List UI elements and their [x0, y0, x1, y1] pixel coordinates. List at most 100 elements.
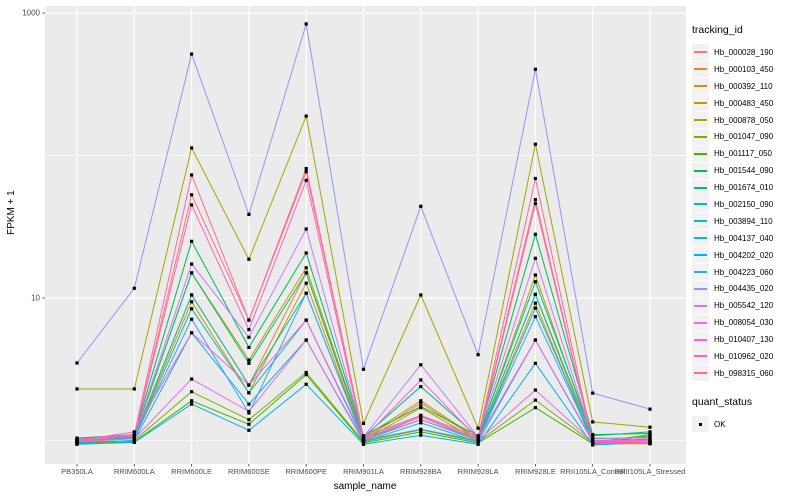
legend-item-label: Hb_098315_060	[714, 368, 774, 378]
data-point	[132, 437, 136, 441]
data-point	[476, 426, 480, 430]
legend-item-label: OK	[714, 419, 726, 429]
legend: tracking_id Hb_000028_190 Hb_000103_450 Hb…	[692, 24, 798, 433]
data-point	[75, 387, 79, 391]
x-tick-label: RRIM600SE	[228, 467, 270, 476]
data-point	[132, 430, 136, 434]
line-swatch-icon	[694, 304, 707, 307]
data-point	[648, 434, 652, 438]
legend-key-swatch	[692, 95, 709, 112]
data-point	[533, 301, 537, 305]
data-point	[419, 384, 423, 389]
x-tick-label: RRII105LA_Stressed	[615, 467, 685, 476]
data-point	[419, 427, 423, 431]
data-point	[132, 433, 136, 437]
data-point	[591, 434, 595, 438]
legend-item-label: Hb_004137_040	[714, 233, 774, 243]
data-point	[648, 436, 652, 440]
data-point	[304, 382, 308, 386]
data-point	[190, 377, 194, 381]
data-point	[247, 361, 251, 365]
legend-key-swatch	[692, 264, 709, 281]
data-point	[533, 406, 537, 410]
line-swatch-icon	[694, 254, 707, 257]
legend-item-label: Hb_001544_090	[714, 166, 774, 176]
data-point	[419, 433, 423, 437]
data-point	[75, 361, 79, 365]
data-point	[247, 409, 251, 414]
legend-item-label: Hb_005542_120	[714, 301, 774, 311]
data-point	[533, 280, 537, 284]
data-point	[304, 251, 308, 255]
legend-item: Hb_000103_450	[692, 61, 798, 78]
data-point	[533, 232, 537, 236]
data-point	[533, 67, 537, 71]
data-point	[75, 438, 79, 442]
data-point	[533, 398, 537, 402]
legend-item: Hb_001544_090	[692, 162, 798, 179]
legend-key-swatch	[692, 247, 709, 264]
data-point	[247, 328, 251, 332]
line-swatch-icon	[694, 220, 707, 223]
data-point	[419, 204, 423, 208]
legend-item-label: Hb_000103_450	[714, 64, 774, 74]
legend-item-label: Hb_000028_190	[714, 47, 774, 57]
x-tick-label: RRIM600PE	[285, 467, 327, 476]
x-tick-label: RRIM928LA	[458, 467, 499, 476]
data-point	[247, 212, 251, 217]
data-point	[533, 306, 537, 310]
line-swatch-icon	[694, 152, 707, 155]
data-point	[533, 361, 537, 365]
data-point	[533, 176, 537, 181]
data-point	[533, 201, 537, 206]
data-point	[304, 338, 308, 342]
line-swatch-icon	[694, 119, 707, 121]
data-point	[476, 437, 480, 441]
legend-item: Hb_004202_020	[692, 247, 798, 264]
data-point	[190, 193, 194, 197]
data-point	[361, 442, 366, 446]
data-point	[419, 413, 423, 418]
data-point	[75, 442, 79, 446]
legend-item-label: Hb_008054_030	[714, 318, 774, 328]
data-point	[591, 391, 595, 395]
legend-item: Hb_000483_450	[692, 95, 798, 112]
line-swatch-icon	[694, 237, 707, 240]
x-tick-label: RRIM901LA	[343, 467, 384, 476]
legend-item-label: Hb_000483_450	[714, 98, 774, 108]
y-axis-title: FPKM + 1	[6, 190, 17, 235]
line-swatch-icon	[694, 68, 707, 71]
data-point	[533, 338, 537, 342]
legend-items: Hb_000028_190 Hb_000103_450 Hb_000392_110 H…	[692, 44, 798, 382]
data-point	[304, 22, 308, 26]
legend-item: Hb_010407_130	[692, 331, 798, 348]
y-tick-label: 1000	[22, 9, 40, 18]
legend-item-label: Hb_010407_130	[714, 335, 774, 345]
data-point	[190, 317, 194, 321]
data-point	[190, 390, 194, 394]
legend-key-swatch	[692, 162, 709, 179]
data-point	[648, 425, 652, 429]
data-point	[533, 315, 537, 319]
line-swatch-icon	[694, 51, 707, 54]
line-swatch-icon	[694, 135, 707, 138]
legend-key-swatch	[692, 213, 709, 230]
data-point	[304, 373, 308, 377]
data-point	[533, 388, 537, 392]
data-point	[132, 286, 136, 290]
line-swatch-icon	[694, 338, 707, 341]
legend-item-label: Hb_002150_090	[714, 199, 774, 209]
legend-item: Hb_010962_020	[692, 348, 798, 365]
data-point	[132, 387, 136, 391]
legend-key-swatch	[692, 331, 709, 348]
x-tick-label: RRIM600LA	[114, 467, 155, 476]
legend-key-swatch	[692, 365, 709, 382]
legend-item-label: Hb_001047_090	[714, 132, 774, 142]
line-swatch-icon	[694, 372, 707, 375]
line-swatch-icon	[694, 203, 707, 206]
data-point	[247, 318, 251, 322]
x-tick-label: RRII105LA_Control	[560, 467, 625, 476]
legend-key-swatch	[692, 230, 709, 247]
data-point	[533, 292, 537, 296]
